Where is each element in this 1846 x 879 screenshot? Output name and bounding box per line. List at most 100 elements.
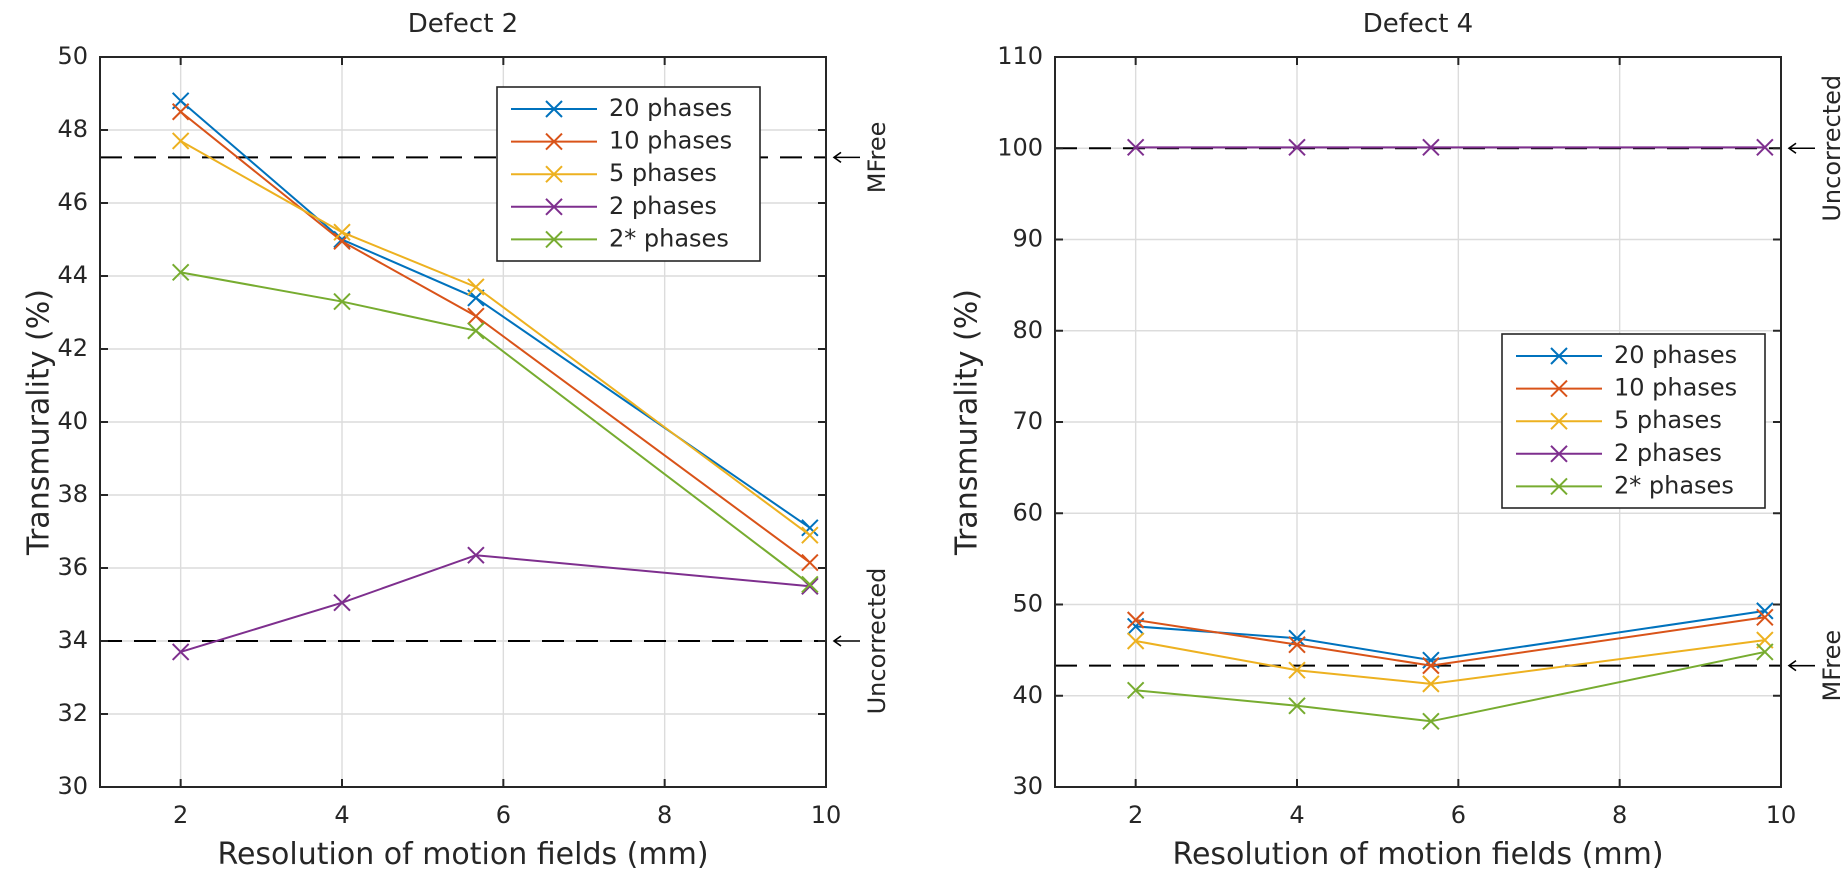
chart2-legend-entry-5-phases-marker bbox=[1550, 412, 1568, 430]
chart1-ref-label-mfree: MFree bbox=[863, 122, 891, 194]
chart2-y-tick-label-70: 70 bbox=[1012, 407, 1043, 435]
chart1-series-10-phases-point-2 bbox=[333, 232, 351, 251]
chart1-series-2star-phases-point-2 bbox=[333, 292, 351, 311]
chart2-series-2star-phases-point-4 bbox=[1756, 643, 1774, 661]
chart2-x-tick-label-8: 8 bbox=[1612, 801, 1627, 829]
chart1-y-tick-label-40: 40 bbox=[57, 407, 88, 435]
chart2-series-2-phases-point-1 bbox=[1126, 138, 1145, 157]
chart2-legend-entry-5-phases-label: 5 phases bbox=[1614, 406, 1722, 434]
chart2-x-tick-label-6: 6 bbox=[1451, 801, 1466, 829]
chart1-legend-entry-5-phases-label: 5 phases bbox=[609, 159, 717, 187]
chart1-legend-entry-2-phases-marker bbox=[545, 198, 563, 216]
chart2-series-5-phases-line bbox=[1135, 639, 1765, 685]
chart1-y-tick-label-34: 34 bbox=[57, 626, 88, 654]
chart1-series-20-phases-line bbox=[180, 100, 811, 529]
chart2-legend-entry-2star-phases-label: 2* phases bbox=[1614, 471, 1734, 499]
chart1-series-2star-phases-line bbox=[180, 271, 811, 586]
chart2-legend-entry-2star-phases-marker bbox=[1550, 477, 1568, 496]
chart1-series-10-phases-line bbox=[180, 110, 811, 564]
chart2-y-tick-label-90: 90 bbox=[1012, 225, 1043, 253]
chart2-y-tick-label-80: 80 bbox=[1012, 316, 1043, 344]
chart1-ref-arrow-mfree bbox=[832, 151, 860, 164]
chart1-legend-entry-2star-phases-label: 2* phases bbox=[609, 224, 729, 252]
chart2-y-tick-label-60: 60 bbox=[1012, 498, 1043, 526]
chart2-ref-label-uncorrected: Uncorrected bbox=[1818, 75, 1846, 222]
chart2-legend-entry-10-phases-label: 10 phases bbox=[1614, 374, 1737, 402]
chart1-series-2star-phases-point-1 bbox=[171, 263, 190, 282]
chart1-legend: 20 phases 10 phases 5 phases 2 phases 2* pha… bbox=[496, 86, 761, 262]
chart2-series-10-phases-point-2 bbox=[1288, 635, 1306, 654]
chart1-series-5-phases-point-3 bbox=[467, 278, 485, 296]
chart2-ref-arrow-uncorrected bbox=[1787, 142, 1815, 154]
chart1-y-axis-label: Transmurality (%) bbox=[22, 289, 57, 556]
chart1-series-2star-phases-point-3 bbox=[467, 322, 485, 340]
chart1-legend-entry-20-phases-label: 20 phases bbox=[609, 94, 732, 122]
chart1-series-2-phases-line bbox=[180, 554, 810, 653]
chart1-ref-label-uncorrected: Uncorrected bbox=[863, 568, 891, 715]
chart2-series-2star-phases-line bbox=[1135, 650, 1766, 723]
chart1-x-tick-label-8: 8 bbox=[657, 801, 672, 829]
chart1-x-tick-label-10: 10 bbox=[811, 801, 842, 829]
chart2-legend-entry-20-phases-marker bbox=[1550, 347, 1568, 365]
chart2-y-tick-label-110: 110 bbox=[997, 42, 1043, 70]
chart1-series-5-phases-point-1 bbox=[171, 132, 190, 150]
chart2-ref-label-mfree: MFree bbox=[1818, 630, 1846, 702]
chart1-y-tick-label-50: 50 bbox=[57, 42, 88, 70]
chart2-legend-entry-20-phases-label: 20 phases bbox=[1614, 341, 1737, 369]
chart2-series-2-phases-point-2 bbox=[1288, 138, 1306, 157]
chart1-series-2-phases-point-1 bbox=[171, 643, 190, 661]
chart1-series-5-phases-point-4 bbox=[801, 526, 819, 544]
chart1-series-5-phases-point-2 bbox=[333, 223, 351, 241]
chart2-series-2star-phases-point-3 bbox=[1422, 712, 1440, 731]
chart2-series-5-phases-point-1 bbox=[1126, 632, 1145, 650]
chart-panel-defect-4: Uncorrected MFree 2 4 6 8 10 30 40 50 60 70 80 90 100 1… bbox=[950, 9, 1846, 872]
chart1-title: Defect 2 bbox=[408, 9, 518, 39]
chart2-series-5-phases-point-3 bbox=[1422, 675, 1440, 693]
chart1-x-axis-label: Resolution of motion fields (mm) bbox=[217, 837, 708, 872]
chart2-title: Defect 4 bbox=[1363, 9, 1473, 39]
chart2-legend-entry-10-phases-marker bbox=[1550, 379, 1568, 398]
chart2-y-tick-label-50: 50 bbox=[1012, 590, 1043, 618]
chart1-series-10-phases-point-3 bbox=[467, 307, 485, 325]
chart1-series-2star-phases-point-4 bbox=[801, 575, 819, 594]
chart2-legend: 20 phases 10 phases 5 phases 2 phases 2* pha… bbox=[1501, 333, 1766, 509]
chart1-y-tick-label-36: 36 bbox=[57, 553, 88, 581]
chart1-y-tick-label-46: 46 bbox=[57, 188, 88, 216]
chart1-legend-entry-2star-phases-marker bbox=[545, 230, 563, 249]
chart2-y-tick-label-100: 100 bbox=[997, 133, 1043, 161]
chart1-y-tick-label-38: 38 bbox=[57, 480, 88, 508]
chart2-x-tick-label-4: 4 bbox=[1289, 801, 1304, 829]
chart1-legend-entry-2-phases-label: 2 phases bbox=[609, 192, 717, 220]
chart1-y-tick-label-48: 48 bbox=[57, 115, 88, 143]
chart2-x-tick-label-2: 2 bbox=[1128, 801, 1143, 829]
chart1-series-20-phases-point-4 bbox=[801, 519, 819, 537]
chart2-series-10-phases-point-3 bbox=[1422, 656, 1440, 675]
chart1-y-tick-label-32: 32 bbox=[57, 699, 88, 727]
chart1-y-tick-label-30: 30 bbox=[57, 772, 88, 800]
chart1-series-2-phases-point-3 bbox=[467, 546, 485, 564]
chart2-y-tick-label-40: 40 bbox=[1012, 681, 1043, 709]
chart1-y-tick-label-44: 44 bbox=[57, 261, 88, 289]
chart2-legend-entry-2-phases-label: 2 phases bbox=[1614, 439, 1722, 467]
chart2-series-10-phases-point-4 bbox=[1756, 608, 1774, 626]
chart2-legend-entry-2-phases-marker bbox=[1550, 445, 1568, 463]
chart2-series-10-phases-line bbox=[1135, 616, 1766, 667]
chart1-legend-entry-10-phases-label: 10 phases bbox=[609, 127, 732, 155]
chart2-series-2star-phases-point-1 bbox=[1126, 681, 1145, 699]
chart2-series-2-phases-point-3 bbox=[1422, 138, 1440, 157]
chart2-series-5-phases-point-2 bbox=[1288, 661, 1306, 679]
chart1-x-tick-label-2: 2 bbox=[173, 801, 188, 829]
chart1-series-10-phases-point-1 bbox=[171, 103, 190, 121]
chart1-y-tick-label-42: 42 bbox=[57, 334, 88, 362]
chart1-x-tick-label-6: 6 bbox=[496, 801, 511, 829]
chart1-ref-arrow-uncorrected bbox=[832, 635, 860, 647]
chart1-series-2-phases-point-2 bbox=[333, 593, 351, 612]
chart1-legend-entry-5-phases-marker bbox=[545, 165, 563, 183]
chart1-series-10-phases-point-4 bbox=[801, 553, 819, 572]
chart1-legend-entry-20-phases-marker bbox=[545, 100, 563, 118]
chart2-series-20-phases-point-4 bbox=[1756, 602, 1774, 620]
chart1-x-tick-label-4: 4 bbox=[334, 801, 349, 829]
chart2-y-axis-label: Transmurality (%) bbox=[950, 289, 985, 556]
